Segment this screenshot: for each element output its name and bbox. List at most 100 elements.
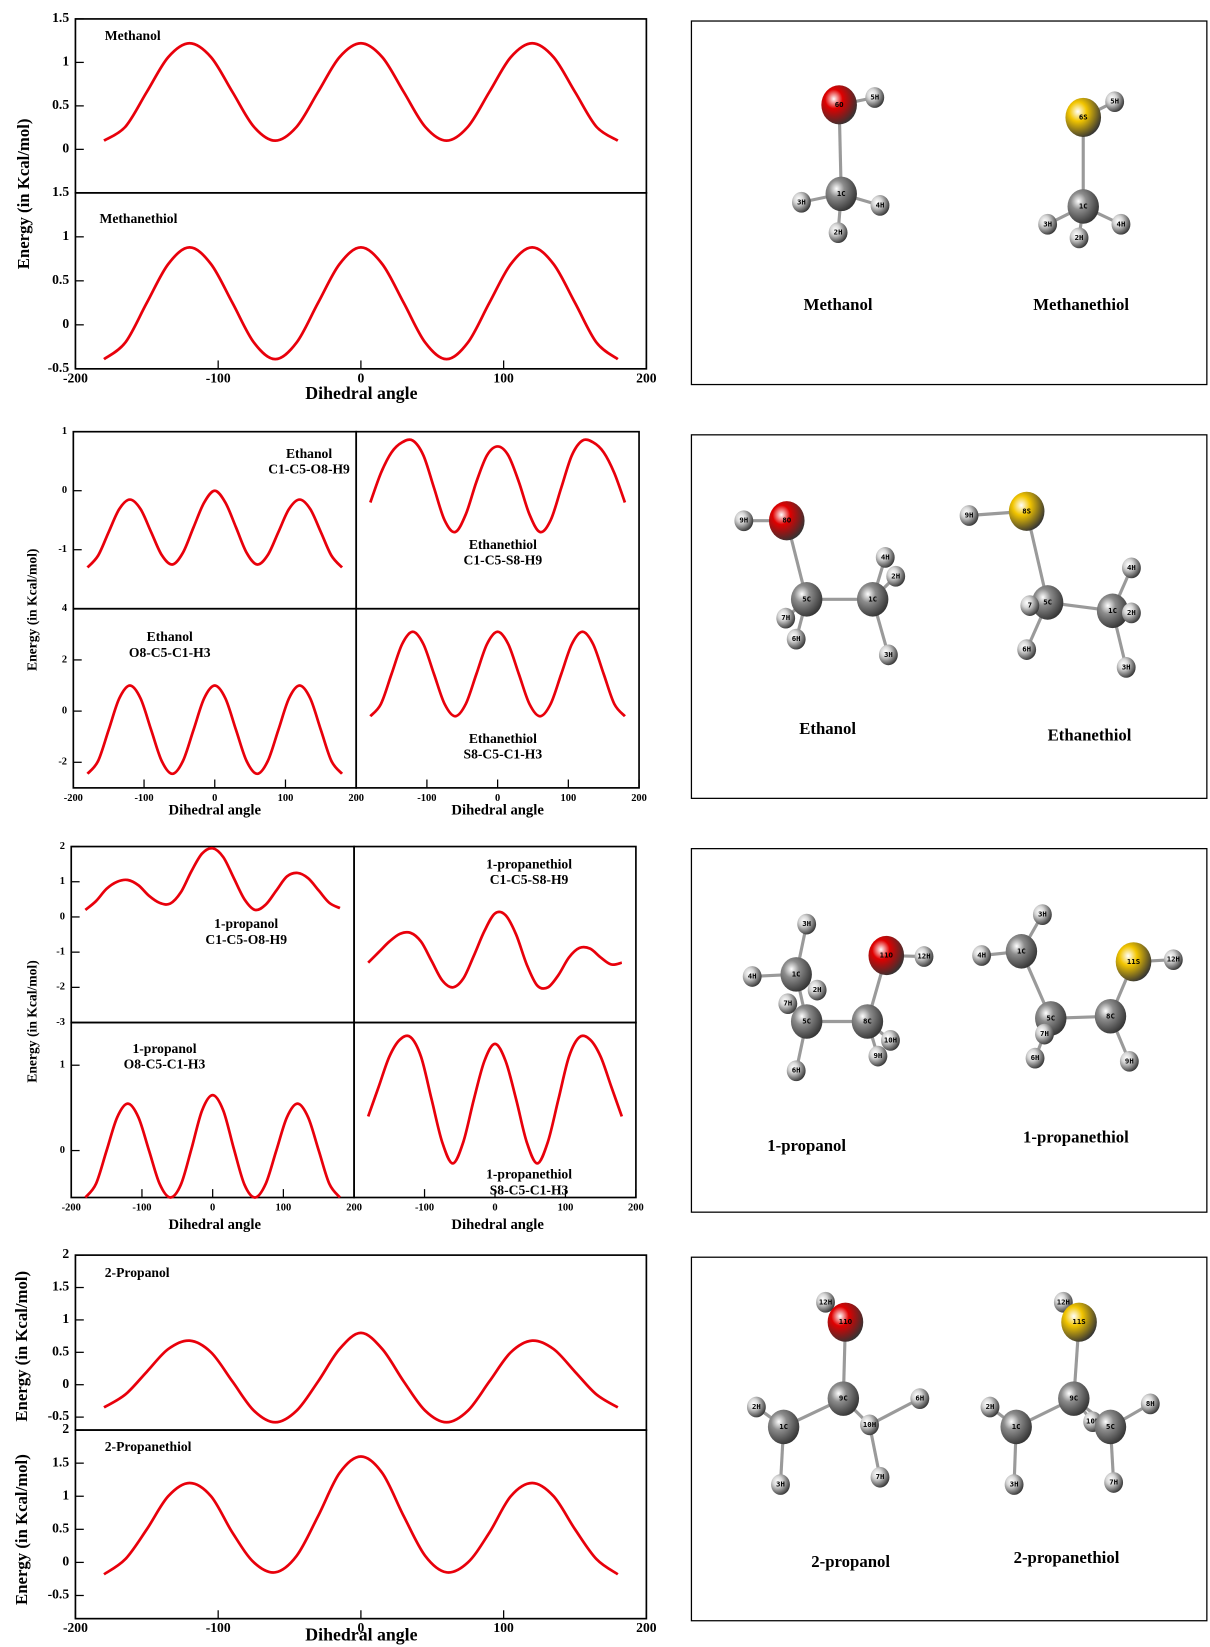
atom-label: 2H xyxy=(813,985,822,994)
chart-title: 1-propanethiol xyxy=(486,1167,572,1182)
chart-subtitle: C1-C5-S8-H9 xyxy=(464,553,543,568)
atom-label: 5H xyxy=(870,92,879,101)
atom-label: 10H xyxy=(884,1035,897,1044)
y-axis-label: Energy (in Kcal/mol) xyxy=(12,1271,31,1422)
atom-label: 6H xyxy=(1022,645,1031,654)
x-tick-label: 200 xyxy=(346,1202,362,1213)
x-tick-label: 200 xyxy=(636,1620,657,1635)
atom-label: 4H xyxy=(977,951,986,960)
y-axis-label: Energy (in Kcal/mol) xyxy=(12,1454,31,1605)
y-tick-label: -2 xyxy=(58,757,67,768)
atom-label: 6H xyxy=(792,1066,801,1075)
x-axis-label: Dihedral angle xyxy=(305,383,417,403)
atom-label: 9H xyxy=(1125,1056,1134,1065)
y-tick-label: 0 xyxy=(62,485,67,496)
atom-label: 4H xyxy=(748,971,757,980)
atom-label: 11O xyxy=(839,1317,853,1326)
atom-label: 6S xyxy=(1079,112,1088,121)
atom-label: 9H xyxy=(873,1051,882,1060)
atom-label: 7H xyxy=(783,999,792,1008)
x-tick-label: -200 xyxy=(63,1620,88,1635)
x-tick-label: -100 xyxy=(132,1202,151,1213)
atom-label: 8C xyxy=(863,1017,872,1026)
atom-label: 2H xyxy=(986,1402,995,1411)
atom-label: 6H xyxy=(792,634,801,643)
atom-label: 8S xyxy=(1022,506,1031,515)
y-tick-label: -2 xyxy=(56,982,65,993)
atom-label: 1C xyxy=(837,189,846,198)
atom-label: 10H xyxy=(863,1420,876,1429)
y-tick-label: 4 xyxy=(62,603,68,614)
energy-curve xyxy=(87,686,342,774)
y-axis-label: Energy (in Kcal/mol) xyxy=(25,960,41,1082)
x-tick-label: -100 xyxy=(206,1620,231,1635)
x-tick-label: -100 xyxy=(417,793,436,804)
x-tick-label: -100 xyxy=(415,1202,434,1213)
molecule-panel xyxy=(691,1257,1206,1621)
y-tick-label: 0 xyxy=(62,140,69,155)
atom-label: 9H xyxy=(739,516,748,525)
x-tick-label: -200 xyxy=(64,793,83,804)
y-tick-label: 1 xyxy=(60,1060,65,1071)
x-axis-label: Dihedral angle xyxy=(451,1217,544,1233)
atom-label: 11S xyxy=(1127,957,1140,966)
chart-subtitle: S8-C5-C1-H3 xyxy=(464,747,543,762)
atom-label: 4H xyxy=(1117,219,1126,228)
energy-curve xyxy=(104,1333,618,1422)
y-tick-label: 2 xyxy=(60,841,65,852)
y-tick-label: 1.5 xyxy=(52,10,69,25)
y-tick-label: 1.5 xyxy=(52,184,69,199)
x-tick-label: 100 xyxy=(278,793,294,804)
atom-label: 3H xyxy=(1043,219,1052,228)
y-tick-label: 0 xyxy=(60,1145,65,1156)
x-tick-label: 200 xyxy=(628,1202,644,1213)
plot-frame xyxy=(73,609,356,788)
y-tick-label: 2 xyxy=(62,1421,69,1436)
energy-curve xyxy=(85,848,340,910)
atom-label: 5C xyxy=(1046,1013,1055,1022)
x-tick-label: 100 xyxy=(493,370,514,385)
x-tick-label: 200 xyxy=(631,793,647,804)
molecule-panel xyxy=(691,21,1206,385)
atom-label: 7 xyxy=(1028,601,1032,610)
y-tick-label: 2 xyxy=(62,654,67,665)
atom-label: 8C xyxy=(1106,1011,1115,1020)
y-tick-label: 0 xyxy=(62,316,69,331)
atom-label: 1C xyxy=(868,594,877,603)
plot-frame xyxy=(75,1255,646,1430)
plot-frame xyxy=(356,432,639,609)
atom-label: 3H xyxy=(776,1480,785,1489)
atom-label: 8O xyxy=(782,516,791,525)
atom-label: 1C xyxy=(1012,1422,1021,1431)
x-tick-label: 200 xyxy=(348,793,364,804)
chart-subtitle: S8-C5-C1-H3 xyxy=(490,1182,569,1197)
plot-frame xyxy=(75,19,646,193)
x-axis-label: Dihedral angle xyxy=(169,802,262,818)
atom-label: 12H xyxy=(917,952,930,961)
y-tick-label: -1 xyxy=(56,947,65,958)
atom-label: 6H xyxy=(1031,1053,1040,1062)
atom-label: 11S xyxy=(1072,1317,1085,1326)
atom-label: 3H xyxy=(802,919,811,928)
plot-frame xyxy=(75,1430,646,1619)
atom-label: 1C xyxy=(1079,201,1088,210)
y-tick-label: 0 xyxy=(62,1376,69,1391)
x-tick-label: -200 xyxy=(62,1202,81,1213)
molecule-name: 2-propanethiol xyxy=(1014,1548,1120,1567)
atom-label: 7H xyxy=(1040,1029,1049,1038)
y-tick-label: 0 xyxy=(62,706,67,717)
x-tick-label: 0 xyxy=(492,1202,497,1213)
atom-label: 2H xyxy=(1127,608,1136,617)
chart-title: Ethanethiol xyxy=(469,731,537,746)
atom-label: 1C xyxy=(779,1422,788,1431)
chart-title: 1-propanethiol xyxy=(486,857,572,872)
y-tick-label: 1 xyxy=(62,1487,69,1502)
atom-label: 2H xyxy=(891,571,900,580)
energy-curve xyxy=(85,1095,340,1197)
y-tick-label: 0.5 xyxy=(52,1520,69,1535)
atom-label: 7H xyxy=(781,613,790,622)
energy-curve xyxy=(368,912,622,989)
atom-label: 9H xyxy=(965,511,974,520)
molecule-name: Ethanol xyxy=(799,719,856,738)
energy-curve xyxy=(368,1036,622,1164)
